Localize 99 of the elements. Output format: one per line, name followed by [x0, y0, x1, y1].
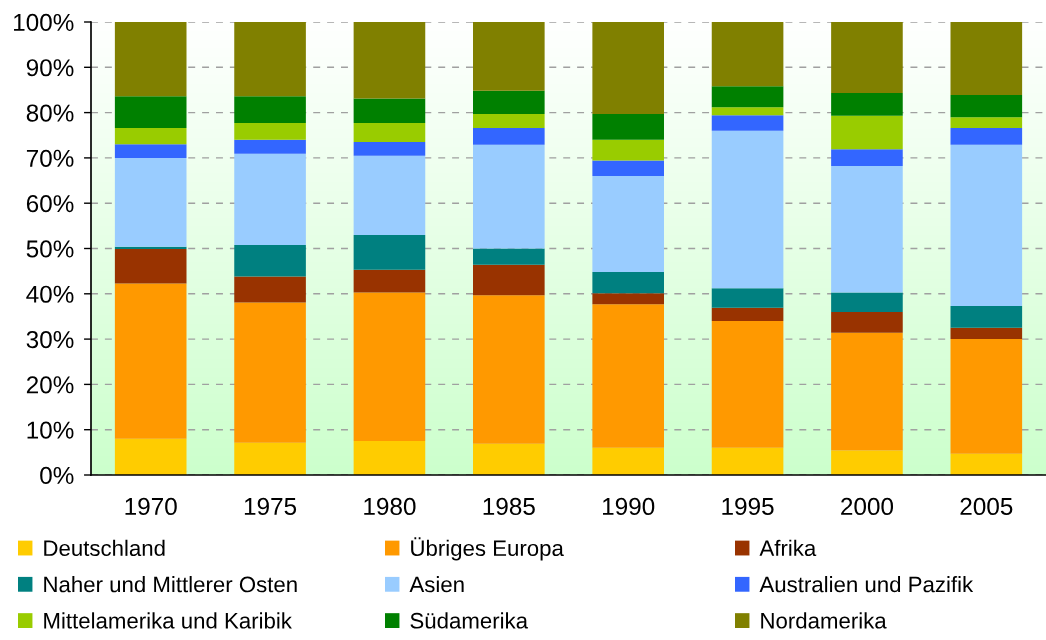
bar	[831, 115, 903, 150]
legend-label: Naher und Mittlerer Osten	[44, 576, 297, 593]
bar	[950, 327, 1023, 340]
bar	[473, 295, 545, 444]
y-tick-label: 90%	[26, 59, 74, 77]
bar	[831, 292, 903, 312]
bar	[114, 144, 187, 158]
bar	[234, 276, 306, 303]
x-tick-label: 1975	[244, 497, 297, 516]
bar	[711, 115, 784, 131]
bar	[353, 142, 426, 156]
bar	[831, 149, 903, 167]
legend-label: Australien und Pazifik	[759, 576, 974, 593]
bar	[473, 113, 545, 128]
bar	[234, 442, 306, 475]
legend-label: Südamerika	[410, 612, 529, 629]
bar	[114, 283, 187, 439]
bar	[114, 438, 187, 475]
legend-label: Afrika	[759, 539, 817, 557]
bar	[592, 22, 664, 114]
x-tick-label: 1980	[364, 497, 416, 516]
bar	[473, 264, 545, 296]
bar	[831, 332, 903, 451]
bar	[234, 123, 306, 140]
bar	[711, 86, 784, 108]
bar	[592, 272, 664, 294]
bar	[353, 22, 426, 99]
bar	[353, 441, 426, 475]
bar	[353, 123, 426, 143]
bar	[711, 22, 784, 87]
bar	[114, 248, 187, 284]
bar	[950, 144, 1023, 307]
bar	[831, 311, 903, 333]
bar	[473, 22, 545, 91]
y-tick-label: 0%	[40, 466, 74, 485]
bar	[711, 288, 784, 308]
x-tick-label: 1985	[483, 497, 535, 516]
bar	[592, 160, 664, 177]
bar	[592, 447, 664, 475]
bar	[711, 307, 784, 321]
bar	[831, 166, 903, 293]
y-tick-label: 20%	[26, 376, 74, 394]
bar	[353, 98, 426, 124]
bar	[353, 292, 426, 442]
legend-label: Mittelamerika und Karibik	[44, 612, 292, 629]
bar	[114, 22, 187, 97]
bar	[592, 113, 664, 140]
bar	[592, 139, 664, 161]
x-tick-label: 1995	[722, 497, 774, 516]
bar	[950, 94, 1023, 118]
y-tick-label: 40%	[26, 285, 74, 303]
bar	[950, 128, 1023, 145]
bar	[711, 447, 784, 475]
bar	[114, 157, 187, 247]
y-tick-label: 30%	[26, 330, 74, 349]
x-tick-label: 2005	[960, 497, 1013, 516]
x-tick-label: 1990	[603, 497, 655, 516]
bar	[592, 304, 664, 448]
y-tick-label: 50%	[26, 240, 74, 258]
legend-label: Übriges Europa	[411, 537, 564, 561]
x-tick-label: 1970	[125, 497, 177, 516]
bar	[114, 128, 187, 145]
bar	[950, 117, 1023, 128]
bar	[711, 320, 784, 448]
bar	[473, 248, 545, 265]
bar	[353, 155, 426, 235]
bar	[353, 234, 426, 270]
bar	[114, 96, 187, 128]
y-tick-label: 100%	[14, 13, 74, 32]
bar	[950, 339, 1023, 454]
bar	[234, 139, 306, 154]
bar	[950, 22, 1023, 95]
bar	[234, 244, 306, 277]
bar	[592, 293, 664, 305]
legend-label: Nordamerika	[761, 612, 887, 629]
bar	[711, 130, 784, 289]
bar	[831, 450, 903, 475]
bar	[473, 443, 545, 475]
bar	[950, 306, 1023, 328]
y-tick-label: 80%	[26, 104, 74, 122]
bar	[353, 269, 426, 293]
bar	[592, 176, 664, 273]
y-tick-label: 70%	[26, 149, 74, 167]
y-tick-label: 60%	[26, 195, 74, 213]
legend-label: Deutschland	[44, 539, 165, 557]
y-tick-label: 10%	[27, 421, 74, 439]
bar	[234, 302, 306, 443]
bar	[234, 153, 306, 245]
bar	[473, 144, 545, 249]
bar	[473, 128, 545, 145]
x-tick-label: 2000	[841, 497, 894, 516]
bar	[473, 90, 545, 114]
legend-label: Asien	[409, 576, 464, 593]
bar	[234, 22, 306, 97]
bar	[234, 96, 306, 124]
bar	[831, 22, 903, 94]
bar	[831, 93, 903, 116]
bar	[950, 453, 1023, 475]
bar	[711, 107, 784, 116]
